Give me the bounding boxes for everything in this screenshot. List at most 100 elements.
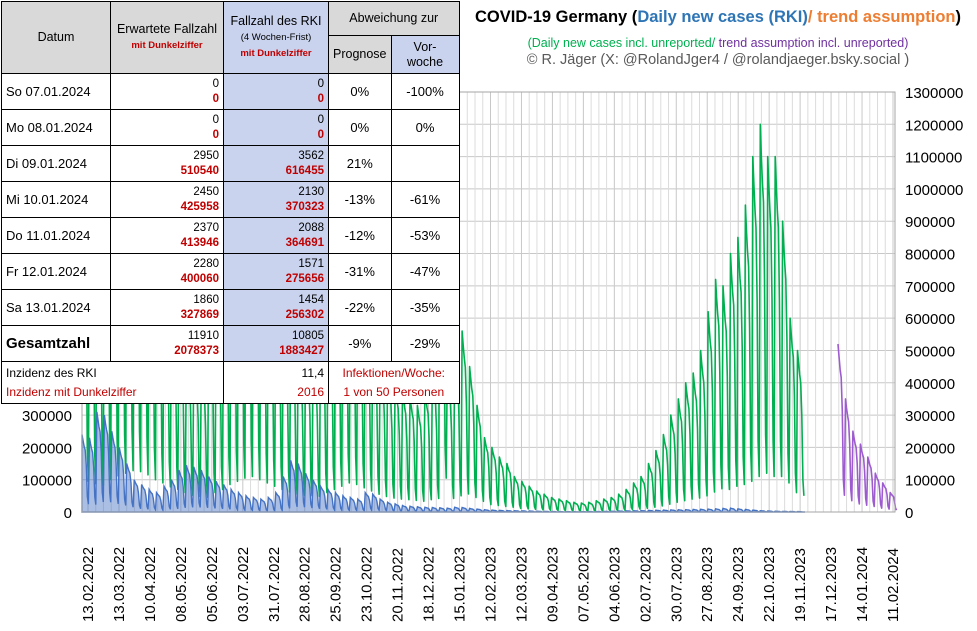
row-rki: 2130 370323 [223,181,329,218]
row-expected: 2280 400060 [110,253,224,290]
row-date: Fr 12.01.2024 [1,253,111,290]
row-forecast-dev: 0% [328,109,392,146]
table-row: Sa 13.01.2024 1860 327869 1454 256302 -22% -35… [1,289,460,326]
table-row: Mo 08.01.2024 0 0 0 0 0% 0% [1,109,460,146]
table-row: So 07.01.2024 0 0 0 0 0% -100% [1,73,460,110]
row-date: Sa 13.01.2024 [1,289,111,326]
infections-per-week: Infektionen/Woche: 1 von 50 Personen [328,361,460,404]
y-tick-label-left: 100000 [22,473,72,490]
y-tick-label-right: 800000 [905,247,955,264]
row-date: Di 09.01.2024 [1,145,111,182]
total-rki: 10805 1883427 [223,325,329,362]
chart-credit: © R. Jäger (X: @RolandJger4 / @rolandjae… [526,52,910,68]
row-date: Do 11.01.2024 [1,217,111,254]
chart-title: COVID-19 Germany (Daily new cases (RKI)/… [475,8,961,26]
header-week: Vor-woche [390,35,460,74]
row-date: Mi 10.01.2024 [1,181,111,218]
x-tick-label: 18.12.2022 [421,547,438,622]
row-forecast-dev: -12% [328,217,392,254]
row-expected: 1860 327869 [110,289,224,326]
y-tick-label-right: 100000 [905,473,955,490]
x-tick-label: 27.08.2023 [699,547,716,622]
header-expected: Erwartete Fallzahl mit Dunkelziffer [110,1,224,74]
y-tick-label-left: 200000 [22,440,72,457]
table-row: Fr 12.01.2024 2280 400060 1571 275656 -31% -47… [1,253,460,290]
x-tick-label: 10.04.2022 [142,547,159,622]
x-tick-label: 15.01.2023 [452,547,469,622]
row-forecast-dev: 21% [328,145,392,182]
x-tick-label: 23.10.2022 [359,547,376,622]
row-expected: 2370 413946 [110,217,224,254]
x-tick-label: 03.07.2022 [235,547,252,622]
row-forecast-dev: 0% [328,73,392,110]
y-tick-label-right: 400000 [905,376,955,393]
row-week-dev [390,145,460,182]
y-tick-label-right: 700000 [905,279,955,296]
x-tick-label: 31.07.2022 [266,547,283,622]
row-date: So 07.01.2024 [1,73,111,110]
y-tick-label-right: 900000 [905,214,955,231]
header-date: Datum [1,1,111,74]
header-forecast: Prognose [328,35,392,74]
y-tick-label-right: 300000 [905,408,955,425]
x-tick-label: 17.12.2023 [823,547,840,622]
incidence-labels: Inzidenz des RKI Inzidenz mit Dunkelziffe… [1,361,224,404]
row-forecast-dev: -31% [328,253,392,290]
y-tick-label-right: 600000 [905,311,955,328]
row-expected: 2450 425958 [110,181,224,218]
x-tick-label: 13.03.2022 [111,547,128,622]
row-forecast-dev: -13% [328,181,392,218]
y-tick-label-right: 1300000 [905,85,963,102]
x-tick-label: 12.02.2023 [483,547,500,622]
x-tick-label: 12.03.2023 [513,547,530,622]
row-forecast-dev: -22% [328,289,392,326]
total-week-dev: -29% [390,325,460,362]
chart-axes: 0 100000 200000 300000 400000 500000 600000 700… [22,85,963,622]
row-week-dev: -100% [390,73,460,110]
x-tick-label: 13.02.2022 [80,547,97,622]
y-tick-label-left: 0 [64,505,72,522]
x-tick-label: 07.05.2023 [575,547,592,622]
y-tick-label-right: 1100000 [905,150,962,167]
row-week-dev: -53% [390,217,460,254]
chart-title-block: COVID-19 Germany (Daily new cases (RKI)/… [462,8,974,68]
row-week-dev: -61% [390,181,460,218]
row-date: Mo 08.01.2024 [1,109,111,146]
row-rki: 2088 364691 [223,217,329,254]
x-tick-label: 20.11.2022 [390,548,407,622]
table-row: Mi 10.01.2024 2450 425958 2130 370323 -13% -61… [1,181,460,218]
row-rki: 1571 275656 [223,253,329,290]
row-expected: 2950 510540 [110,145,224,182]
series-daily-rki [81,411,805,513]
row-rki: 3562 616455 [223,145,329,182]
total-forecast-dev: -9% [328,325,392,362]
x-tick-label: 09.04.2023 [544,547,561,622]
forecast-table: Datum Erwartete Fallzahl mit Dunkelziffer… [1,1,460,404]
chart-subtitle: (Daily new cases incl. unreported/ trend… [527,36,909,50]
table-row: Do 11.01.2024 2370 413946 2088 364691 -12% -53… [1,217,460,254]
incidence-values: 11,4 2016 [223,361,329,404]
y-tick-label-left: 300000 [22,408,72,425]
x-tick-label: 22.10.2023 [761,547,778,622]
x-tick-label: 02.07.2023 [637,547,654,622]
row-rki: 1454 256302 [223,289,329,326]
header-rki: Fallzahl des RKI (4 Wochen-Frist) mit Dunk… [223,1,329,74]
header-deviation: Abweichung zur [328,1,460,36]
y-tick-label-right: 200000 [905,440,955,457]
x-tick-label: 25.09.2022 [328,547,345,622]
table-row: Di 09.01.2024 2950 510540 3562 616455 21% [1,145,460,182]
row-week-dev: 0% [390,109,460,146]
x-tick-label: 24.09.2023 [730,547,747,622]
x-tick-label: 05.06.2022 [204,547,221,622]
x-tick-label: 08.05.2022 [173,547,190,622]
y-tick-label-right: 1000000 [905,182,963,199]
y-tick-label-right: 0 [905,505,913,522]
x-tick-label: 30.07.2023 [668,547,685,622]
total-label: Gesamtzahl [1,325,111,362]
x-tick-label: 19.11.2023 [792,548,809,622]
x-tick-label: 14.01.2024 [854,547,871,622]
